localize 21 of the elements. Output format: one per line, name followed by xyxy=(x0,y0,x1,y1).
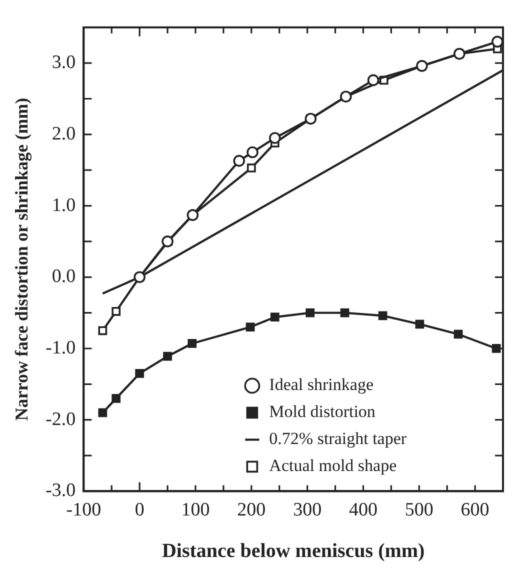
y-tick-label: -3.0 xyxy=(46,480,76,502)
y-tick-label: 0.0 xyxy=(52,266,76,288)
x-tick-label: 400 xyxy=(348,500,378,521)
x-tick-label: 100 xyxy=(181,500,210,521)
legend-label: Mold distortion xyxy=(269,402,376,422)
legend-label: Actual mold shape xyxy=(269,456,397,476)
x-tick-label: 0 xyxy=(134,500,144,521)
legend-label: Ideal shrinkage xyxy=(269,375,374,394)
y-tick-label: 2.0 xyxy=(52,123,76,144)
x-tick-label: 200 xyxy=(237,500,266,521)
x-tick-label: 600 xyxy=(460,500,490,521)
y-tick-label: -2.0 xyxy=(46,408,76,430)
y-tick-label: -1.0 xyxy=(46,337,76,358)
y-tick-label: 3.0 xyxy=(52,52,76,74)
x-tick-label: 500 xyxy=(404,500,434,521)
y-axis-title: Narrow face distortion or shrinkage (mm) xyxy=(11,98,32,421)
x-tick-label: 300 xyxy=(293,500,322,521)
y-tick-label: 1.0 xyxy=(52,194,76,216)
x-axis-title: Distance below meniscus (mm) xyxy=(162,540,425,562)
x-tick-label: -100 xyxy=(66,500,102,521)
legend-label: 0.72% straight taper xyxy=(269,429,407,448)
